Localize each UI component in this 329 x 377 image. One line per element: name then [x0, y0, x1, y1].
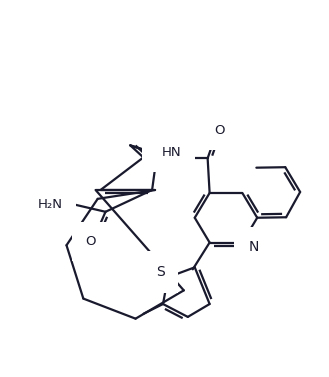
Text: O: O — [86, 235, 96, 248]
Text: S: S — [156, 265, 164, 279]
Text: S: S — [156, 143, 164, 157]
Text: N: N — [248, 241, 259, 254]
Text: H₂N: H₂N — [38, 198, 63, 211]
Text: HN: HN — [162, 146, 182, 159]
Text: O: O — [214, 124, 225, 137]
